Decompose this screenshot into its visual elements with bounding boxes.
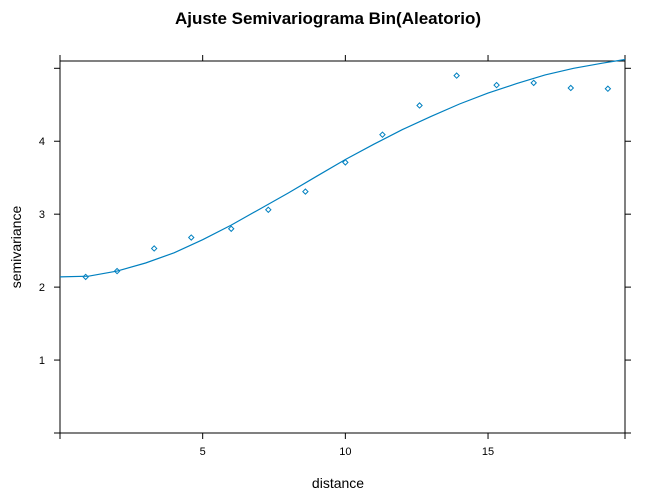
- data-point: [379, 131, 386, 138]
- x-tick-label: 10: [339, 446, 351, 458]
- data-point: [302, 188, 309, 195]
- fitted-semivariogram-line: [59, 58, 626, 278]
- plot-frame: [59, 60, 626, 434]
- data-point: [342, 159, 349, 166]
- data-point: [416, 102, 423, 109]
- data-point: [567, 84, 575, 92]
- y-tick-label: 4: [39, 136, 45, 148]
- data-point: [187, 234, 195, 241]
- y-tick-label: 3: [39, 209, 45, 221]
- data-points-group: [82, 72, 612, 281]
- x-tick-label: 5: [200, 446, 206, 458]
- x-tick-label: 15: [482, 446, 494, 458]
- fitted-curve-group: [59, 58, 626, 278]
- data-point: [530, 79, 537, 87]
- data-point: [82, 273, 89, 281]
- data-point: [453, 72, 460, 79]
- y-tick-label: 2: [39, 282, 45, 294]
- y-tick-label: 1: [39, 355, 45, 367]
- data-point: [493, 81, 500, 89]
- data-point: [604, 85, 612, 93]
- y-axis-label: semivariance: [8, 206, 24, 289]
- data-point: [265, 206, 272, 214]
- data-point: [150, 245, 158, 252]
- data-point: [113, 267, 121, 275]
- data-point: [227, 225, 235, 233]
- axis-ticks: 5 10 15 1 2 3 4: [39, 55, 631, 458]
- chart-title: Ajuste Semivariograma Bin(Aleatorio): [175, 9, 481, 28]
- x-axis-label: distance: [312, 475, 364, 491]
